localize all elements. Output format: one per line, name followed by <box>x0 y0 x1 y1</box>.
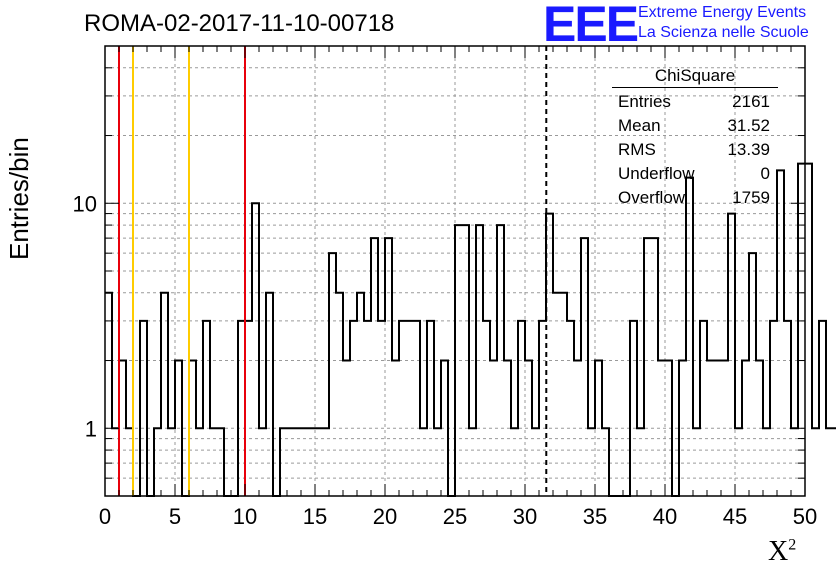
stats-value: 2161 <box>732 92 770 111</box>
eee-logo: EEE <box>543 0 639 52</box>
x-tick-label: 25 <box>443 504 467 529</box>
x-tick-label: 5 <box>169 504 181 529</box>
stats-box: ChiSquare Entries 2161 Mean 31.52 RMS 13.39… <box>612 66 778 210</box>
stats-row-underflow: Underflow 0 <box>612 162 778 186</box>
logo-line-2: La Scienza nelle Scuole <box>638 24 809 41</box>
stats-row-mean: Mean 31.52 <box>612 114 778 138</box>
stats-label: Underflow <box>618 164 695 183</box>
stats-value: 31.52 <box>727 116 770 135</box>
x-axis-label: X2 <box>768 536 797 567</box>
chart-title: ROMA-02-2017-11-10-00718 <box>84 10 395 37</box>
x-tick-label: 20 <box>373 504 397 529</box>
histogram-line <box>105 162 836 497</box>
stats-label: RMS <box>618 140 656 159</box>
stats-value: 1759 <box>732 188 770 207</box>
stats-label: Overflow <box>618 188 686 207</box>
stats-row-entries: Entries 2161 <box>612 90 778 114</box>
stats-row-rms: RMS 13.39 <box>612 138 778 162</box>
y-axis-label: Entries/bin <box>4 137 34 260</box>
x-tick-label: 40 <box>653 504 677 529</box>
y-tick-label: 1 <box>85 416 97 441</box>
stats-label: Entries <box>618 92 671 111</box>
stats-row-overflow: Overflow 1759 <box>612 186 778 210</box>
x-tick-label: 10 <box>233 504 257 529</box>
stats-value: 0 <box>760 164 770 183</box>
stats-label: Mean <box>618 116 661 135</box>
x-tick-label: 50 <box>793 504 817 529</box>
x-tick-label: 0 <box>99 504 111 529</box>
logo-line-1: Extreme Energy Events <box>638 4 807 21</box>
stats-title: ChiSquare <box>612 66 778 88</box>
x-tick-label: 15 <box>303 504 327 529</box>
x-tick-label: 45 <box>723 504 747 529</box>
stats-value: 13.39 <box>727 140 770 159</box>
x-tick-label: 35 <box>583 504 607 529</box>
x-tick-label: 30 <box>513 504 537 529</box>
y-tick-label: 10 <box>73 191 97 216</box>
